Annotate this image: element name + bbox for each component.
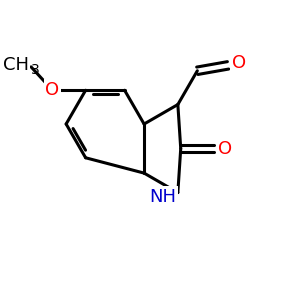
- Text: CH: CH: [3, 56, 29, 74]
- Text: 3: 3: [31, 63, 40, 77]
- Text: O: O: [45, 81, 60, 99]
- Text: O: O: [218, 140, 232, 158]
- Text: NH: NH: [149, 188, 176, 206]
- Text: O: O: [232, 54, 246, 72]
